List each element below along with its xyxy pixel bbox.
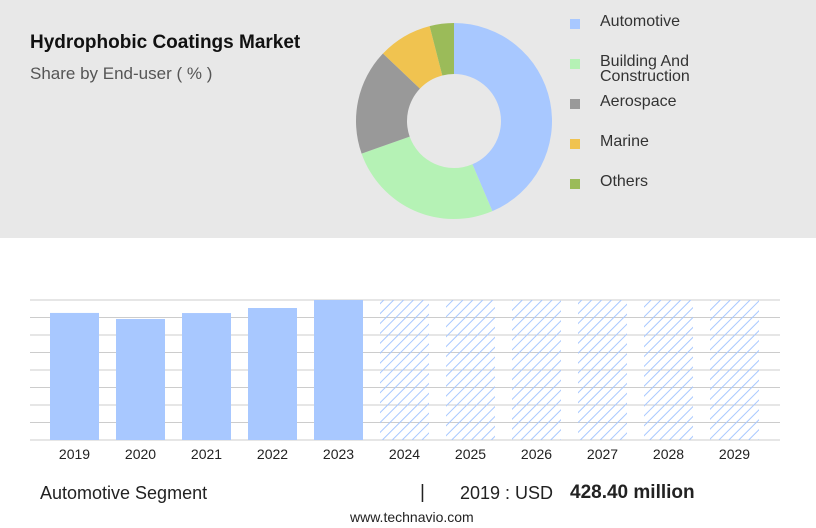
- forecast-placeholder: [644, 300, 693, 440]
- legend-label: Aerospace: [600, 93, 677, 110]
- legend-swatch: [570, 179, 580, 189]
- x-tick-label: 2025: [455, 446, 486, 462]
- bar: [182, 313, 231, 440]
- forecast-placeholder: [446, 300, 495, 440]
- footer-segment: Automotive Segment: [40, 483, 208, 503]
- forecast-placeholder: [710, 300, 759, 440]
- x-tick-label: 2023: [323, 446, 354, 462]
- legend-swatch: [570, 19, 580, 29]
- legend-label: Building And Construction: [600, 53, 690, 85]
- donut-segment: [355, 53, 420, 154]
- x-tick-label: 2029: [719, 446, 750, 462]
- bar: [50, 312, 99, 440]
- x-tick-label: 2028: [653, 446, 684, 462]
- x-tick-label: 2026: [521, 446, 552, 462]
- chart-title: Hydrophobic Coatings Market: [30, 32, 301, 53]
- legend-label: Automotive: [600, 13, 681, 30]
- footer-year: 2019 : USD: [460, 483, 554, 503]
- bar: [248, 308, 297, 440]
- chart-subtitle: Share by End-user ( % ): [30, 64, 213, 83]
- bar: [314, 300, 363, 440]
- source: www.technavio.com: [350, 509, 474, 525]
- donut-segment: [429, 23, 454, 76]
- donut-segment: [361, 136, 493, 220]
- donut-segment: [382, 26, 443, 89]
- x-tick-label: 2019: [59, 446, 90, 462]
- forecast-placeholder: [578, 300, 627, 440]
- legend-swatch: [570, 59, 580, 69]
- x-tick-label: 2021: [191, 446, 222, 462]
- bar: [116, 318, 165, 440]
- donut-segment: [454, 23, 552, 212]
- forecast-placeholder: [380, 300, 429, 440]
- footer-value: 428.40 million: [570, 482, 695, 503]
- legend-label: Others: [600, 173, 649, 190]
- legend-label: Marine: [600, 133, 649, 150]
- footer-separator: |: [420, 482, 425, 503]
- forecast-placeholder: [512, 300, 561, 440]
- x-tick-label: 2020: [125, 446, 156, 462]
- x-tick-label: 2022: [257, 446, 288, 462]
- legend-swatch: [570, 99, 580, 109]
- x-tick-label: 2024: [389, 446, 420, 462]
- x-tick-label: 2027: [587, 446, 618, 462]
- legend-swatch: [570, 139, 580, 149]
